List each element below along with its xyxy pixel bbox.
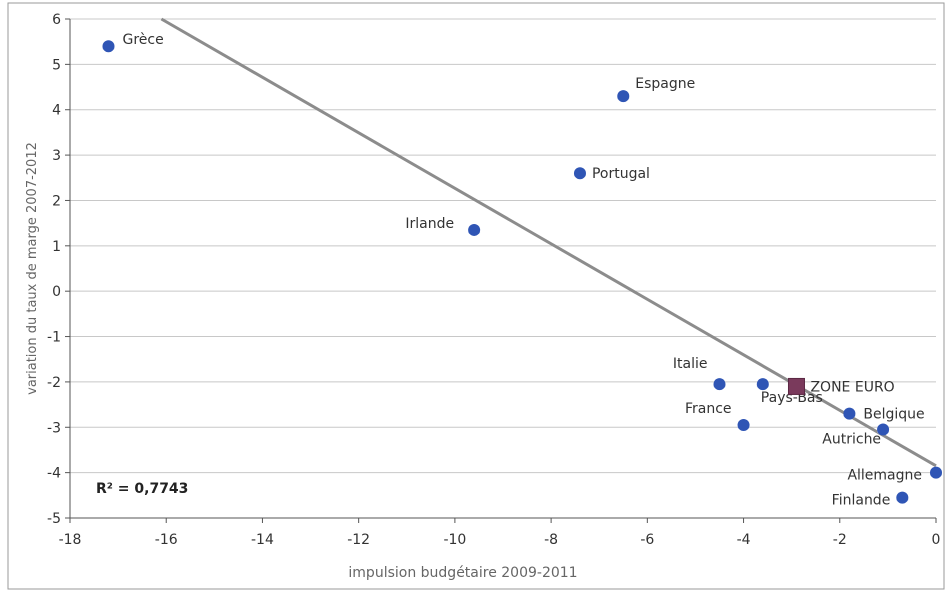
y-tick-label: 6 — [52, 12, 61, 28]
point-autriche — [877, 423, 890, 436]
point-italie — [713, 378, 726, 391]
point-label-irlande: Irlande — [405, 216, 454, 232]
point-gr-ce — [102, 40, 115, 53]
x-tick-label: -16 — [155, 532, 178, 548]
point-label-allemagne: Allemagne — [847, 468, 922, 484]
x-tick-label: -12 — [347, 532, 370, 548]
x-tick-label: -14 — [251, 532, 274, 548]
y-tick-label: -2 — [47, 375, 61, 391]
point-label-autriche: Autriche — [822, 432, 881, 448]
y-tick-label: 3 — [52, 148, 61, 164]
x-axis-title: impulsion budgétaire 2009-2011 — [348, 565, 577, 581]
y-tick-label: 4 — [52, 103, 61, 119]
chart-border — [7, 2, 945, 590]
y-tick-label: -1 — [47, 330, 61, 346]
point-zone-euro — [787, 377, 805, 395]
x-tick-label: 0 — [932, 532, 941, 548]
y-tick-label: 2 — [52, 193, 61, 209]
x-tick-label: -8 — [544, 532, 558, 548]
x-tick-label: -18 — [59, 532, 82, 548]
point-pays-bas — [756, 378, 769, 391]
point-portugal — [573, 167, 586, 180]
point-label-portugal: Portugal — [592, 166, 650, 182]
point-label-finlande: Finlande — [832, 493, 891, 509]
point-label-france: France — [685, 401, 732, 417]
x-tick-label: -2 — [833, 532, 847, 548]
point-label-italie: Italie — [673, 356, 708, 372]
point-label-belgique: Belgique — [863, 407, 924, 423]
y-tick-label: 1 — [52, 239, 61, 255]
x-tick-label: -4 — [737, 532, 751, 548]
point-label-zone-euro: ZONE EURO — [810, 379, 894, 395]
point-finlande — [896, 491, 909, 504]
trendline — [160, 17, 937, 468]
y-tick-label: -3 — [47, 420, 61, 436]
y-tick-label: 5 — [52, 57, 61, 73]
y-tick-label: -4 — [47, 466, 61, 482]
y-tick-label: -5 — [47, 511, 61, 527]
point-irlande — [468, 223, 481, 236]
point-france — [737, 419, 750, 432]
point-label-espagne: Espagne — [635, 76, 695, 92]
point-allemagne — [930, 466, 942, 479]
y-axis-title: variation du taux de marge 2007-2012 — [25, 142, 40, 395]
r-squared-annotation: R² = 0,7743 — [96, 481, 189, 497]
point-label-pays-bas: Pays-Bas — [761, 390, 823, 406]
point-label-gr-ce: Grèce — [122, 32, 163, 48]
x-tick-label: -6 — [640, 532, 654, 548]
x-tick-label: -10 — [443, 532, 466, 548]
point-belgique — [843, 407, 856, 420]
point-espagne — [617, 90, 630, 103]
y-tick-label: 0 — [52, 284, 61, 300]
